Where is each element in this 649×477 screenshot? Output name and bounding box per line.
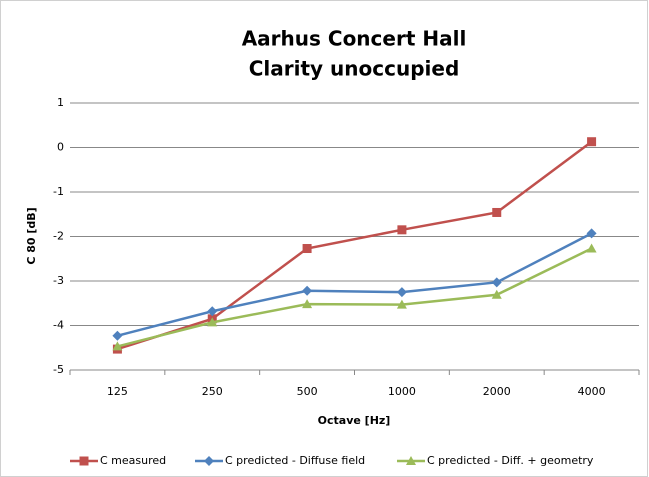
y-tick-label: -5 [53, 363, 64, 376]
marker [406, 456, 416, 465]
marker [492, 207, 502, 217]
series-line [117, 247, 593, 348]
marker [112, 330, 123, 341]
x-tick-label: 2000 [483, 385, 511, 398]
y-tick-label: -4 [53, 319, 64, 332]
series-line [117, 232, 593, 337]
marker [586, 228, 597, 239]
marker [79, 456, 89, 466]
y-tick-label: -1 [53, 185, 64, 198]
x-tick-label: 4000 [578, 385, 606, 398]
marker [207, 317, 218, 327]
y-tick-label: 0 [57, 141, 64, 154]
marker [586, 243, 597, 253]
marker [587, 137, 597, 147]
marker [302, 244, 312, 254]
y-tick-label: 1 [57, 96, 64, 109]
legend-label: C measured [100, 454, 166, 467]
marker [396, 299, 407, 309]
series-line [117, 140, 593, 351]
legend-label: C predicted - Diff. + geometry [427, 454, 594, 467]
x-tick-label: 250 [202, 385, 223, 398]
x-axis-title: Octave [Hz] [318, 414, 391, 427]
x-tick-label: 500 [297, 385, 318, 398]
x-tick-label: 1000 [388, 385, 416, 398]
marker [491, 289, 502, 299]
marker [204, 456, 214, 466]
chart-title: Aarhus Concert Hall [242, 27, 467, 51]
marker [397, 225, 407, 235]
marker [112, 341, 123, 351]
y-tick-label: -3 [53, 274, 64, 287]
marker [396, 287, 407, 298]
x-tick-label: 125 [107, 385, 128, 398]
marker [302, 285, 313, 296]
legend-label: C predicted - Diffuse field [225, 454, 365, 467]
chart-title: Clarity unoccupied [249, 57, 460, 81]
marker [302, 299, 313, 309]
y-tick-label: -2 [53, 230, 64, 243]
y-axis-title: C 80 [dB] [25, 207, 38, 264]
marker [491, 277, 502, 288]
marker [207, 306, 218, 317]
